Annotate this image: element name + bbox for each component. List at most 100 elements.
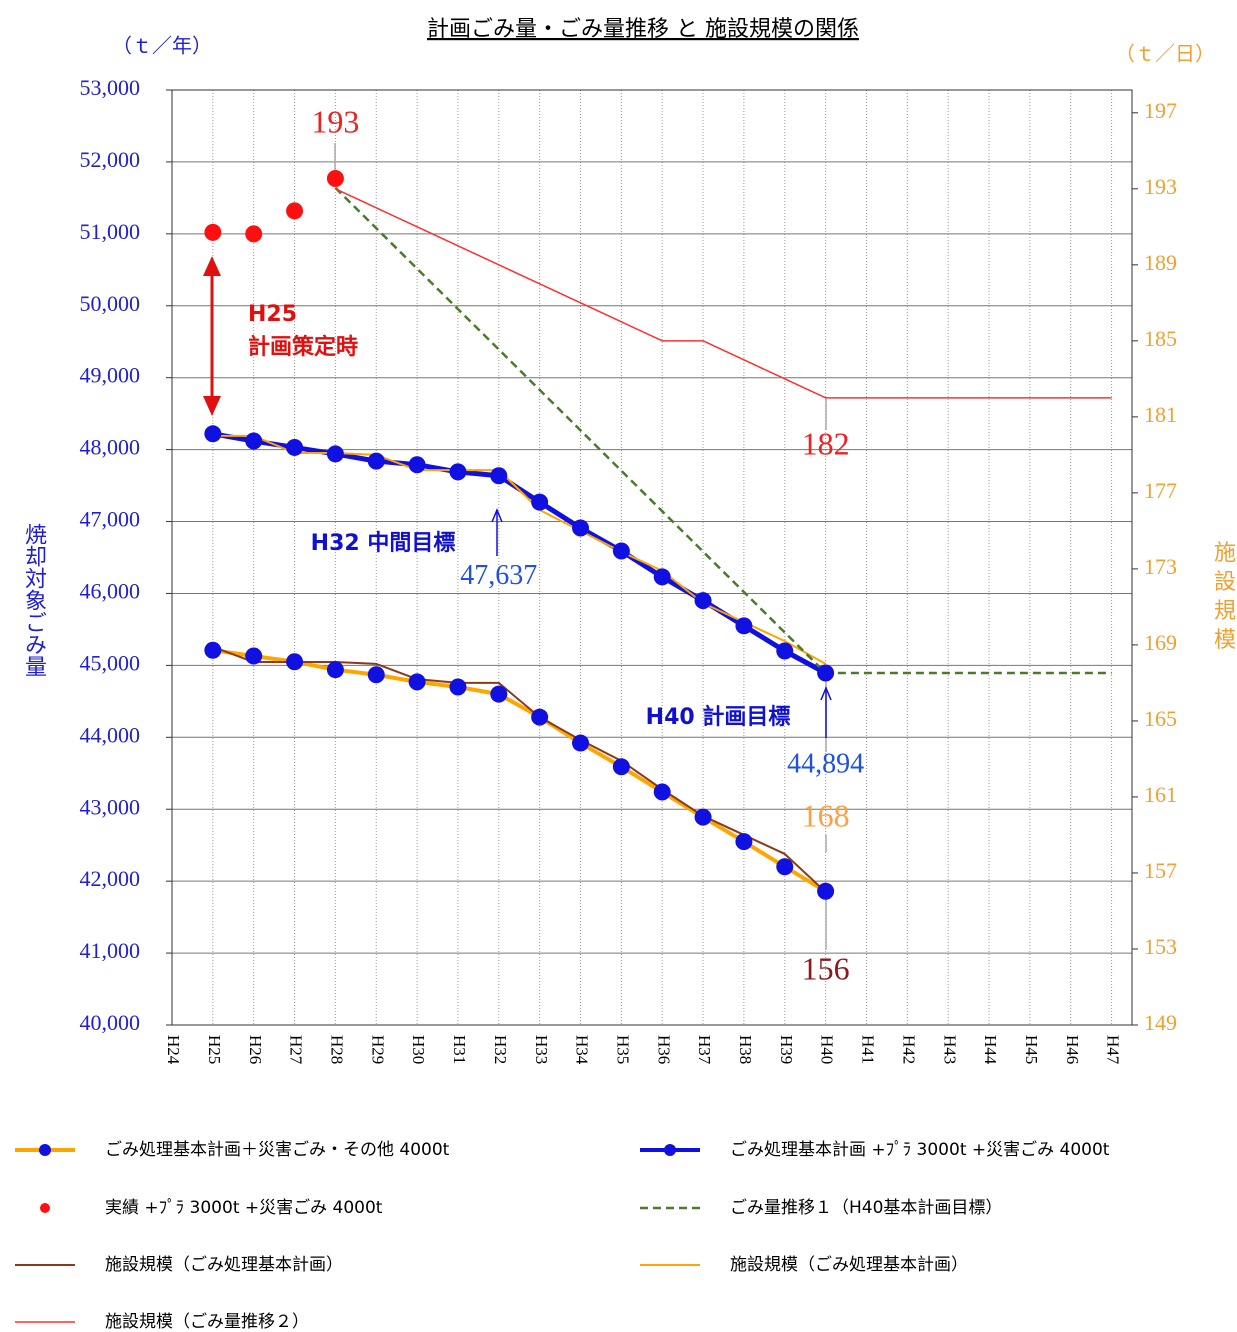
arrow-head — [203, 256, 221, 276]
x-tick-label: H33 — [532, 1035, 551, 1064]
series-marker — [245, 647, 263, 665]
series-marker — [776, 858, 794, 876]
x-tick-label: H29 — [368, 1035, 387, 1064]
y2-axis-label: 施 設 規 模 — [1210, 541, 1236, 650]
x-tick-label: H37 — [695, 1035, 714, 1065]
annotation: H25 — [248, 302, 297, 327]
x-tick-label: H30 — [409, 1035, 428, 1064]
x-tick-label: H38 — [736, 1035, 755, 1064]
y2-tick-label: 157 — [1144, 858, 1177, 883]
y-tick-label: 50,000 — [80, 291, 141, 316]
plot-area: H24 H25 H26 H27 H28 H29 H30 H31 H32 H33 H34 H35 H36 H… — [80, 75, 1178, 1065]
y2-tick-label: 169 — [1144, 630, 1177, 655]
blue-arrow — [491, 508, 832, 738]
series-line — [212, 434, 827, 665]
series-marker — [326, 169, 344, 187]
series-marker — [204, 223, 222, 241]
series-marker — [367, 666, 385, 684]
series-marker — [531, 708, 549, 726]
series-marker — [776, 642, 794, 660]
y-axis-label: 焼却対象ごみ量 — [21, 523, 47, 677]
y-tick-label: 52,000 — [80, 147, 141, 172]
y2-tick-label: 193 — [1144, 174, 1177, 199]
series-marker — [531, 493, 549, 511]
series-marker — [286, 653, 304, 671]
series-marker — [245, 225, 263, 243]
y-tick-label: 45,000 — [80, 650, 141, 675]
x-tick-label: H43 — [940, 1035, 959, 1064]
series-marker — [735, 617, 753, 635]
data-label: 182 — [802, 425, 850, 461]
series-marker — [817, 882, 835, 900]
x-tick-label: H28 — [327, 1035, 346, 1064]
series-line — [334, 186, 1112, 675]
series-marker — [204, 641, 222, 659]
x-tick-label: H36 — [654, 1035, 673, 1064]
legend-label: 施設規模（ごみ処理基本計画） — [730, 1255, 968, 1275]
series-marker — [408, 673, 426, 691]
y-unit: （ｔ／年） — [112, 34, 212, 58]
x-tick-label: H47 — [1104, 1035, 1123, 1065]
x-tick-label: H40 — [818, 1035, 837, 1064]
legend-marker — [39, 1144, 51, 1156]
series-marker — [490, 685, 508, 703]
legend-label: ごみ処理基本計画 +ﾌﾟﾗ 3000t +災害ごみ 4000t — [730, 1140, 1110, 1160]
x-tick-label: H35 — [613, 1035, 632, 1064]
data-label: 156 — [802, 950, 850, 986]
y-tick-label: 41,000 — [80, 938, 141, 963]
legend-label: 施設規模（ごみ処理基本計画） — [105, 1255, 343, 1275]
data-label: 47,637 — [460, 560, 537, 591]
annotation: H40 計画目標 — [646, 704, 791, 730]
y2-unit: （ｔ／日） — [1115, 42, 1215, 66]
series-marker — [367, 452, 385, 470]
legend-label: 施設規模（ごみ量推移２） — [105, 1312, 309, 1332]
series-marker — [286, 438, 304, 456]
series-marker — [572, 519, 590, 537]
data-label: 168 — [802, 797, 850, 833]
series-marker — [286, 202, 304, 220]
legend-label: ごみ量推移１（H40基本計画目標） — [730, 1198, 1002, 1218]
x-tick-label: H31 — [450, 1035, 469, 1064]
x-tick-label: H25 — [205, 1035, 224, 1064]
series-marker — [572, 734, 590, 752]
series-marker — [245, 432, 263, 450]
series-marker — [449, 678, 467, 696]
y-tick-label: 42,000 — [80, 866, 141, 891]
series-marker — [735, 833, 753, 851]
y2-tick-label: 189 — [1144, 250, 1177, 275]
series-marker — [326, 661, 344, 679]
series-line — [212, 648, 827, 893]
series-marker — [653, 568, 671, 586]
y2-tick-label: 181 — [1144, 402, 1177, 427]
arrow-head — [820, 686, 832, 701]
series-marker — [326, 445, 344, 463]
annotation: H32 中間目標 — [311, 531, 456, 556]
y2-tick-label: 177 — [1144, 478, 1177, 503]
y-tick-label: 46,000 — [80, 579, 141, 604]
x-tick-label: H34 — [573, 1035, 592, 1065]
y-tick-label: 48,000 — [80, 435, 141, 460]
annotation: 計画策定時 — [248, 334, 358, 360]
x-tick-label: H24 — [164, 1035, 183, 1065]
x-tick-label: H44 — [981, 1035, 1000, 1065]
legend-marker — [40, 1203, 50, 1213]
red-double-arrow — [203, 256, 221, 416]
series-marker — [694, 808, 712, 826]
plot-frame — [171, 89, 1133, 1026]
legend-label: ごみ処理基本計画＋災害ごみ・その他 4000t — [105, 1140, 450, 1160]
y-tick-label: 53,000 — [80, 75, 141, 100]
series-marker — [653, 783, 671, 801]
series-marker — [204, 425, 222, 443]
series-marker — [612, 542, 630, 560]
x-tick-label: H45 — [1022, 1035, 1041, 1064]
y-tick-label: 49,000 — [80, 363, 141, 388]
series-marker — [694, 592, 712, 610]
series-line — [212, 645, 827, 893]
y2-tick-label: 153 — [1144, 934, 1177, 959]
x-tick-label: H41 — [859, 1035, 878, 1064]
x-tick-label: H39 — [777, 1035, 796, 1064]
legend-marker — [664, 1144, 676, 1156]
legend-label: 実績 +ﾌﾟﾗ 3000t +災害ごみ 4000t — [105, 1198, 383, 1218]
